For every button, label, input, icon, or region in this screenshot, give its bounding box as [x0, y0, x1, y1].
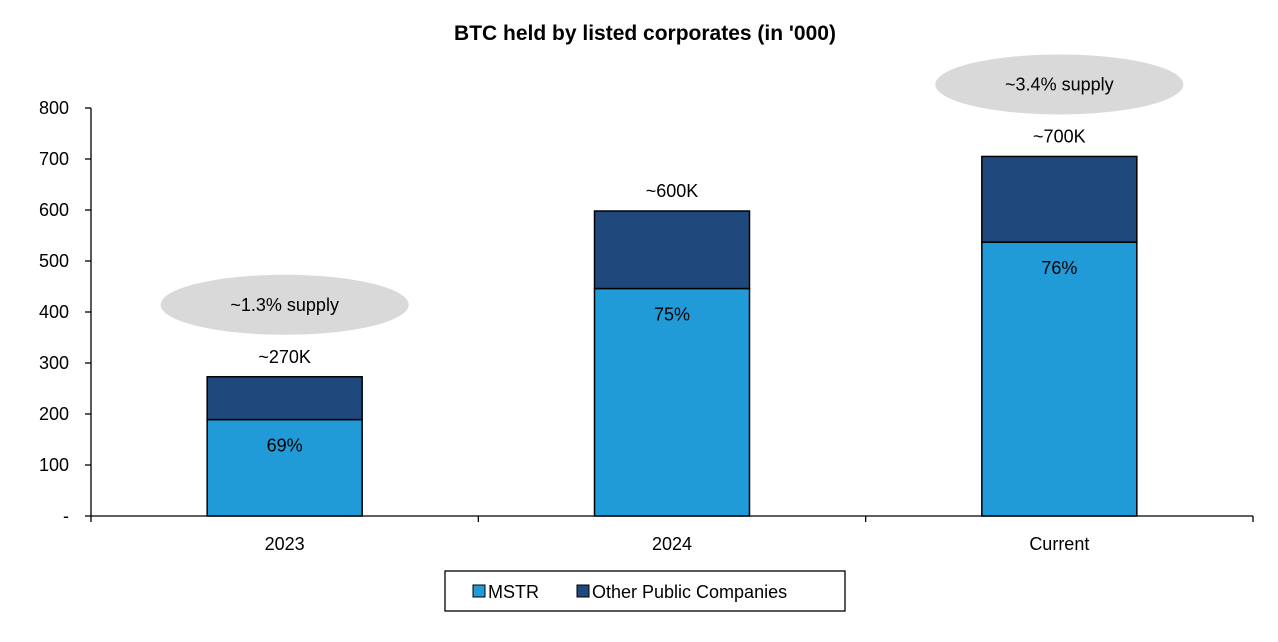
bar-segment-other-public-companies: [206, 376, 363, 421]
supply-annotations: ~1.3% supply ~3.4% supply: [160, 54, 1184, 335]
bar-segment-other-public-companies: [981, 155, 1138, 243]
y-tick-label: 400: [39, 302, 69, 322]
total-label: ~270K: [258, 347, 311, 367]
legend-item-mstr-swatch: [472, 584, 486, 598]
legend-item-other-public-companies-swatch: [576, 584, 590, 598]
y-tick-label: 500: [39, 251, 69, 271]
legend-item-other-public-companies-label: Other Public Companies: [592, 582, 787, 602]
y-tick-label: 700: [39, 149, 69, 169]
legend-item-mstr-label: MSTR: [488, 582, 539, 602]
y-tick-label: -: [63, 506, 69, 526]
total-label: ~600K: [646, 181, 699, 201]
supply-bubble-label: ~1.3% supply: [230, 295, 339, 315]
legend: MSTR Other Public Companies: [444, 570, 846, 612]
percent-label: 69%: [267, 436, 303, 456]
percent-label: 75%: [654, 305, 690, 325]
bar-segment-mstr: [981, 241, 1138, 517]
y-tick-label: 800: [39, 98, 69, 118]
x-tick-label: Current: [1029, 534, 1089, 554]
supply-bubble: [160, 274, 409, 335]
supply-bubble: [935, 54, 1184, 115]
supply-bubble-label: ~3.4% supply: [1005, 74, 1114, 94]
percent-label: 76%: [1041, 258, 1077, 278]
data-labels: ~270K 69% ~600K 75% ~700K 76%: [258, 126, 1085, 455]
bar-segment-mstr: [206, 418, 363, 517]
chart-title: BTC held by listed corporates (in '000): [454, 22, 836, 45]
y-tick-label: 600: [39, 200, 69, 220]
total-label: ~700K: [1033, 126, 1086, 146]
y-tick-label: 200: [39, 404, 69, 424]
legend-box: [444, 570, 846, 612]
bar-segment-mstr: [593, 287, 751, 517]
bars: [206, 155, 1138, 517]
y-tick-label: 100: [39, 455, 69, 475]
y-tick-label: 300: [39, 353, 69, 373]
bar-segment-other-public-companies: [593, 210, 751, 290]
x-tick-label: 2023: [265, 534, 305, 554]
x-tick-label: 2024: [652, 534, 692, 554]
